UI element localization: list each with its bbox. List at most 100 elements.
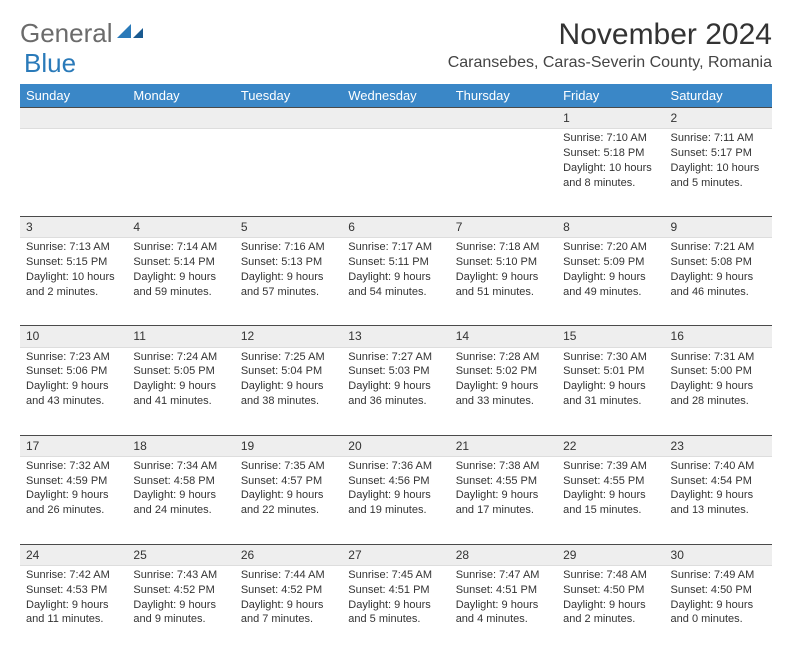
day-info-cell: Sunrise: 7:36 AMSunset: 4:56 PMDaylight:… — [342, 456, 449, 544]
day-number-cell: 23 — [665, 435, 772, 456]
day-info-cell: Sunrise: 7:35 AMSunset: 4:57 PMDaylight:… — [235, 456, 342, 544]
sunrise-line: Sunrise: 7:14 AM — [133, 240, 228, 255]
day-info-cell: Sunrise: 7:21 AMSunset: 5:08 PMDaylight:… — [665, 238, 772, 326]
sunset-line: Sunset: 5:08 PM — [671, 255, 766, 270]
sunset-line: Sunset: 5:05 PM — [133, 364, 228, 379]
sunrise-line: Sunrise: 7:11 AM — [671, 131, 766, 146]
daynum-row: 12 — [20, 108, 772, 129]
logo-text-2: Blue — [24, 48, 76, 79]
daynum-row: 17181920212223 — [20, 435, 772, 456]
logo: General — [20, 18, 143, 49]
day-info-cell: Sunrise: 7:45 AMSunset: 4:51 PMDaylight:… — [342, 565, 449, 653]
sunrise-line: Sunrise: 7:45 AM — [348, 568, 443, 583]
day-number-cell: 27 — [342, 544, 449, 565]
logo-text-1: General — [20, 18, 113, 49]
daylight-line: Daylight: 9 hours and 33 minutes. — [456, 379, 551, 409]
day-number-cell — [235, 108, 342, 129]
day-number-cell: 30 — [665, 544, 772, 565]
sunset-line: Sunset: 5:13 PM — [241, 255, 336, 270]
sunrise-line: Sunrise: 7:18 AM — [456, 240, 551, 255]
day-number-cell: 13 — [342, 326, 449, 347]
day-info-cell: Sunrise: 7:17 AMSunset: 5:11 PMDaylight:… — [342, 238, 449, 326]
daylight-line: Daylight: 9 hours and 31 minutes. — [563, 379, 658, 409]
day-number-cell: 17 — [20, 435, 127, 456]
day-info-cell: Sunrise: 7:31 AMSunset: 5:00 PMDaylight:… — [665, 347, 772, 435]
day-number-cell: 7 — [450, 217, 557, 238]
sunrise-line: Sunrise: 7:47 AM — [456, 568, 551, 583]
sunset-line: Sunset: 4:52 PM — [241, 583, 336, 598]
daylight-line: Daylight: 9 hours and 22 minutes. — [241, 488, 336, 518]
info-row: Sunrise: 7:23 AMSunset: 5:06 PMDaylight:… — [20, 347, 772, 435]
sunset-line: Sunset: 4:58 PM — [133, 474, 228, 489]
daylight-line: Daylight: 9 hours and 9 minutes. — [133, 598, 228, 628]
day-info-cell: Sunrise: 7:44 AMSunset: 4:52 PMDaylight:… — [235, 565, 342, 653]
sunset-line: Sunset: 5:15 PM — [26, 255, 121, 270]
daylight-line: Daylight: 9 hours and 49 minutes. — [563, 270, 658, 300]
day-number-cell: 21 — [450, 435, 557, 456]
day-info-cell: Sunrise: 7:39 AMSunset: 4:55 PMDaylight:… — [557, 456, 664, 544]
day-number-cell: 1 — [557, 108, 664, 129]
day-info-cell: Sunrise: 7:28 AMSunset: 5:02 PMDaylight:… — [450, 347, 557, 435]
sunrise-line: Sunrise: 7:24 AM — [133, 350, 228, 365]
daylight-line: Daylight: 9 hours and 36 minutes. — [348, 379, 443, 409]
day-info-cell: Sunrise: 7:34 AMSunset: 4:58 PMDaylight:… — [127, 456, 234, 544]
sunset-line: Sunset: 5:06 PM — [26, 364, 121, 379]
sunrise-line: Sunrise: 7:21 AM — [671, 240, 766, 255]
day-info-cell: Sunrise: 7:23 AMSunset: 5:06 PMDaylight:… — [20, 347, 127, 435]
col-saturday: Saturday — [665, 84, 772, 108]
sunrise-line: Sunrise: 7:17 AM — [348, 240, 443, 255]
day-info-cell: Sunrise: 7:43 AMSunset: 4:52 PMDaylight:… — [127, 565, 234, 653]
day-info-cell: Sunrise: 7:49 AMSunset: 4:50 PMDaylight:… — [665, 565, 772, 653]
info-row: Sunrise: 7:42 AMSunset: 4:53 PMDaylight:… — [20, 565, 772, 653]
daylight-line: Daylight: 9 hours and 28 minutes. — [671, 379, 766, 409]
info-row: Sunrise: 7:10 AMSunset: 5:18 PMDaylight:… — [20, 129, 772, 217]
sunset-line: Sunset: 5:01 PM — [563, 364, 658, 379]
header: General November 2024 Caransebes, Caras-… — [20, 18, 772, 72]
sunrise-line: Sunrise: 7:13 AM — [26, 240, 121, 255]
sunrise-line: Sunrise: 7:16 AM — [241, 240, 336, 255]
day-number-cell: 10 — [20, 326, 127, 347]
logo-flag-icon — [117, 24, 143, 42]
sunset-line: Sunset: 4:56 PM — [348, 474, 443, 489]
day-number-cell — [127, 108, 234, 129]
day-info-cell — [20, 129, 127, 217]
daylight-line: Daylight: 9 hours and 4 minutes. — [456, 598, 551, 628]
sunrise-line: Sunrise: 7:40 AM — [671, 459, 766, 474]
day-number-cell: 11 — [127, 326, 234, 347]
daylight-line: Daylight: 9 hours and 24 minutes. — [133, 488, 228, 518]
daylight-line: Daylight: 9 hours and 2 minutes. — [563, 598, 658, 628]
daylight-line: Daylight: 9 hours and 46 minutes. — [671, 270, 766, 300]
daylight-line: Daylight: 9 hours and 43 minutes. — [26, 379, 121, 409]
col-tuesday: Tuesday — [235, 84, 342, 108]
weekday-header-row: Sunday Monday Tuesday Wednesday Thursday… — [20, 84, 772, 108]
sunrise-line: Sunrise: 7:34 AM — [133, 459, 228, 474]
day-number-cell: 5 — [235, 217, 342, 238]
sunset-line: Sunset: 5:04 PM — [241, 364, 336, 379]
day-number-cell: 26 — [235, 544, 342, 565]
sunrise-line: Sunrise: 7:28 AM — [456, 350, 551, 365]
sunset-line: Sunset: 4:51 PM — [456, 583, 551, 598]
day-number-cell: 6 — [342, 217, 449, 238]
day-info-cell: Sunrise: 7:47 AMSunset: 4:51 PMDaylight:… — [450, 565, 557, 653]
sunrise-line: Sunrise: 7:32 AM — [26, 459, 121, 474]
sunrise-line: Sunrise: 7:31 AM — [671, 350, 766, 365]
sunset-line: Sunset: 4:52 PM — [133, 583, 228, 598]
day-number-cell: 12 — [235, 326, 342, 347]
col-sunday: Sunday — [20, 84, 127, 108]
daylight-line: Daylight: 9 hours and 11 minutes. — [26, 598, 121, 628]
sunset-line: Sunset: 4:55 PM — [563, 474, 658, 489]
daylight-line: Daylight: 9 hours and 54 minutes. — [348, 270, 443, 300]
sunset-line: Sunset: 5:11 PM — [348, 255, 443, 270]
sunset-line: Sunset: 5:03 PM — [348, 364, 443, 379]
sunset-line: Sunset: 4:59 PM — [26, 474, 121, 489]
day-info-cell: Sunrise: 7:14 AMSunset: 5:14 PMDaylight:… — [127, 238, 234, 326]
sunrise-line: Sunrise: 7:43 AM — [133, 568, 228, 583]
col-monday: Monday — [127, 84, 234, 108]
day-info-cell: Sunrise: 7:13 AMSunset: 5:15 PMDaylight:… — [20, 238, 127, 326]
daylight-line: Daylight: 9 hours and 19 minutes. — [348, 488, 443, 518]
sunset-line: Sunset: 5:09 PM — [563, 255, 658, 270]
sunrise-line: Sunrise: 7:44 AM — [241, 568, 336, 583]
sunrise-line: Sunrise: 7:25 AM — [241, 350, 336, 365]
col-friday: Friday — [557, 84, 664, 108]
day-info-cell: Sunrise: 7:32 AMSunset: 4:59 PMDaylight:… — [20, 456, 127, 544]
